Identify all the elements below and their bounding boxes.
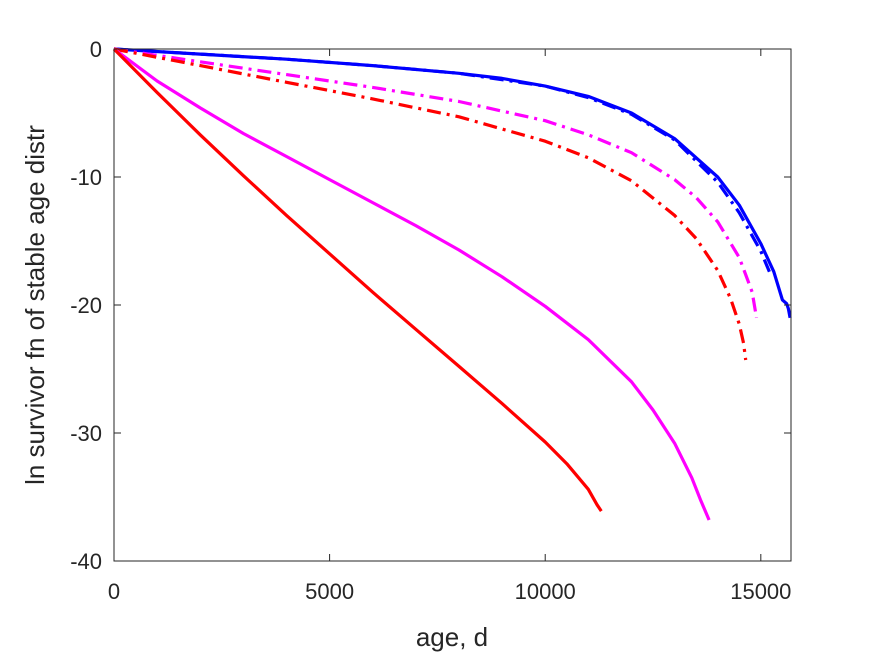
y-tick-label: -30 (70, 421, 102, 446)
y-tick-label: 0 (90, 37, 102, 62)
series-layer (112, 47, 792, 521)
series-line-3 (113, 47, 759, 319)
y-axis-label: ln survivor fn of stable age distr (20, 125, 50, 485)
y-tick-label: -40 (70, 549, 102, 574)
series-line-5 (113, 47, 711, 521)
x-tick-label: 5000 (305, 579, 354, 604)
x-tick-label: 10000 (515, 579, 576, 604)
y-tick-label: -20 (70, 293, 102, 318)
tick-layer: 0 5000 10000 15000 0 -10 -20 -30 -40 (70, 37, 791, 604)
plot-area (114, 49, 791, 561)
x-tick-label: 0 (108, 579, 120, 604)
x-axis-label: age, d (416, 622, 488, 652)
series-line-2 (113, 47, 771, 273)
series-line-4 (113, 47, 748, 361)
y-tick-label: -10 (70, 165, 102, 190)
series-line-6 (112, 47, 603, 512)
x-tick-label: 15000 (730, 579, 791, 604)
